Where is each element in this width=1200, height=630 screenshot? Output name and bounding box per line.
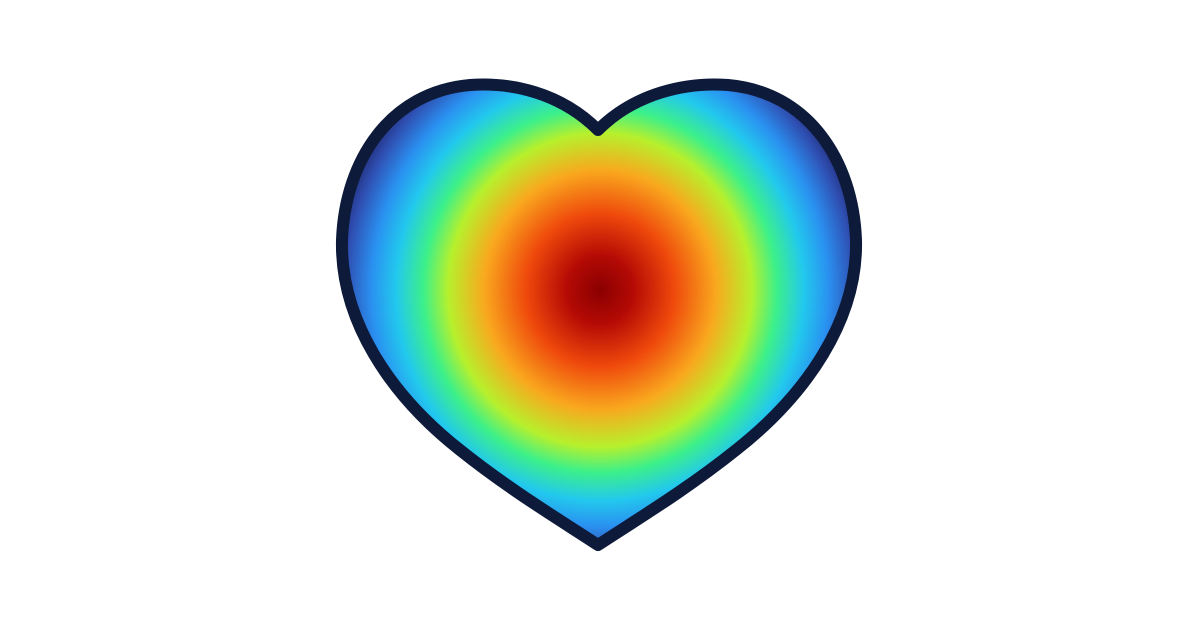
- heart-icon: [335, 78, 863, 551]
